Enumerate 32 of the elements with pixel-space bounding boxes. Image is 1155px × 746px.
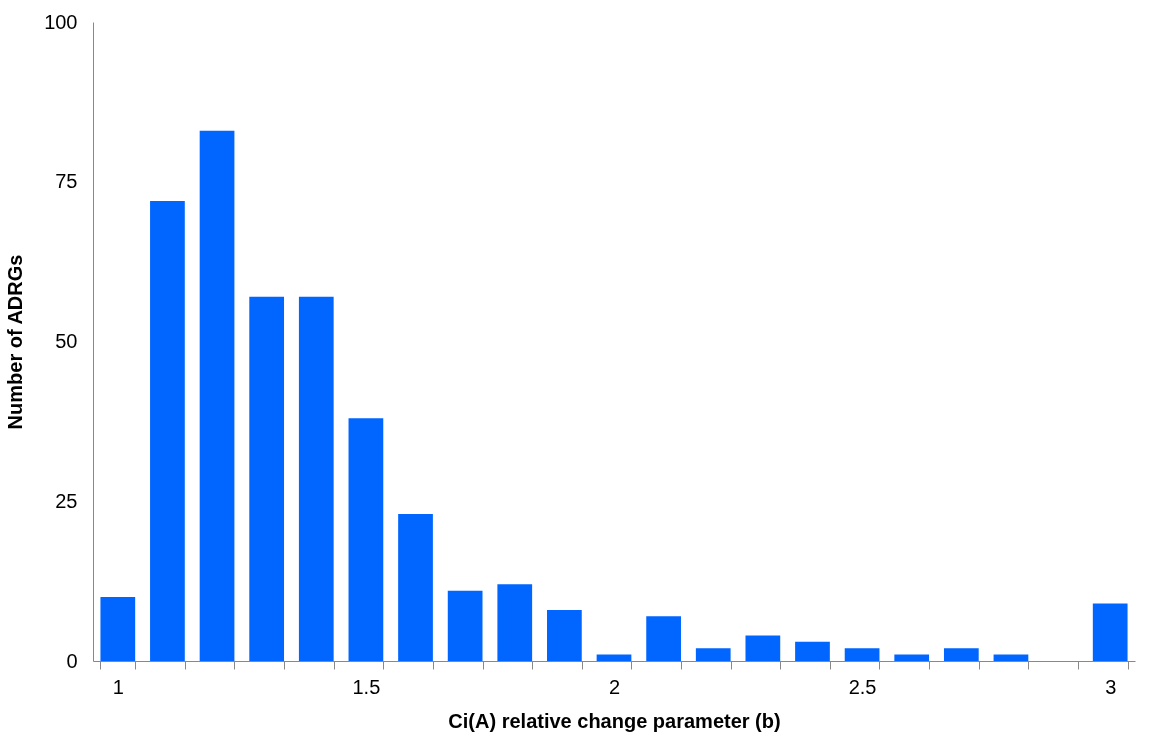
y-axis-title: Number of ADRGs <box>4 254 27 430</box>
bar <box>1092 603 1128 661</box>
bar <box>497 584 533 661</box>
y-tick-label: 75 <box>55 170 78 193</box>
y-tick-label: 50 <box>55 330 78 352</box>
bar <box>249 296 285 661</box>
bar <box>795 641 830 661</box>
bar <box>943 648 979 661</box>
y-tick-label: 25 <box>55 489 78 512</box>
bar <box>993 654 1029 661</box>
x-tick-label: 3 <box>1105 675 1117 698</box>
bar <box>298 296 334 661</box>
x-tick-label: 1.5 <box>352 675 381 698</box>
bar <box>348 418 384 661</box>
y-tick-label: 100 <box>44 10 78 33</box>
x-tick-label: 2.5 <box>848 675 877 698</box>
bar <box>596 654 632 661</box>
bar <box>695 648 731 661</box>
bar <box>745 635 781 661</box>
x-tick-label: 2 <box>608 675 621 698</box>
bar <box>547 609 582 661</box>
bar <box>844 648 880 661</box>
bar <box>100 597 136 661</box>
bar <box>447 590 483 661</box>
bar <box>398 514 433 661</box>
bar <box>646 616 681 661</box>
bar <box>894 654 930 661</box>
bar <box>199 130 235 661</box>
x-tick-label: 1 <box>112 675 124 698</box>
bar <box>150 200 185 661</box>
x-axis-title: Ci(A) relative change parameter (b) <box>448 709 781 732</box>
y-tick-label: 0 <box>66 649 78 672</box>
